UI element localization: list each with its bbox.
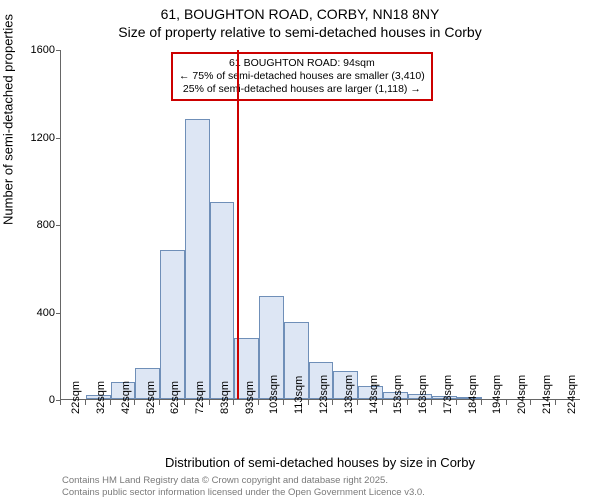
y-axis-label: Number of semi-detached properties — [1, 14, 16, 225]
annotation-line1: 61 BOUGHTON ROAD: 94sqm — [179, 57, 425, 70]
annotation-line2: ← 75% of semi-detached houses are smalle… — [179, 70, 425, 83]
x-tick-mark — [332, 400, 333, 405]
x-tick-mark — [159, 400, 160, 405]
plot-area: 61 BOUGHTON ROAD: 94sqm ← 75% of semi-de… — [60, 50, 580, 400]
y-tick-label: 1200 — [21, 132, 55, 144]
x-tick-mark — [555, 400, 556, 405]
y-tick-label: 1600 — [21, 44, 55, 56]
y-tick-label: 400 — [21, 307, 55, 319]
x-tick-mark — [85, 400, 86, 405]
x-tick-mark — [481, 400, 482, 405]
histogram-bar — [185, 119, 210, 399]
x-tick-mark — [233, 400, 234, 405]
x-tick-mark — [308, 400, 309, 405]
x-tick-mark — [506, 400, 507, 405]
y-tick-mark — [56, 225, 61, 226]
x-tick-mark — [456, 400, 457, 405]
x-axis-label: Distribution of semi-detached houses by … — [60, 455, 580, 470]
y-tick-label: 800 — [21, 219, 55, 231]
chart-container: 61, BOUGHTON ROAD, CORBY, NN18 8NY Size … — [0, 0, 600, 500]
x-tick-mark — [184, 400, 185, 405]
y-tick-label: 0 — [21, 394, 55, 406]
x-tick-mark — [258, 400, 259, 405]
y-tick-mark — [56, 50, 61, 51]
y-tick-mark — [56, 313, 61, 314]
x-tick-mark — [407, 400, 408, 405]
y-tick-mark — [56, 138, 61, 139]
x-tick-mark — [134, 400, 135, 405]
x-tick-mark — [382, 400, 383, 405]
x-tick-mark — [530, 400, 531, 405]
x-tick-mark — [209, 400, 210, 405]
x-tick-mark — [357, 400, 358, 405]
x-tick-mark — [110, 400, 111, 405]
x-tick-mark — [283, 400, 284, 405]
chart-title-line2: Size of property relative to semi-detach… — [0, 24, 600, 40]
annotation-line3: 25% of semi-detached houses are larger (… — [179, 83, 425, 96]
histogram-bar — [160, 250, 185, 399]
x-tick-mark — [431, 400, 432, 405]
chart-title-line1: 61, BOUGHTON ROAD, CORBY, NN18 8NY — [0, 6, 600, 22]
annotation-box: 61 BOUGHTON ROAD: 94sqm ← 75% of semi-de… — [171, 52, 433, 101]
histogram-bar — [210, 202, 235, 399]
x-tick-mark — [60, 400, 61, 405]
reference-line — [237, 50, 239, 399]
footer-line2: Contains public sector information licen… — [62, 487, 425, 498]
footer-line1: Contains HM Land Registry data © Crown c… — [62, 475, 388, 486]
